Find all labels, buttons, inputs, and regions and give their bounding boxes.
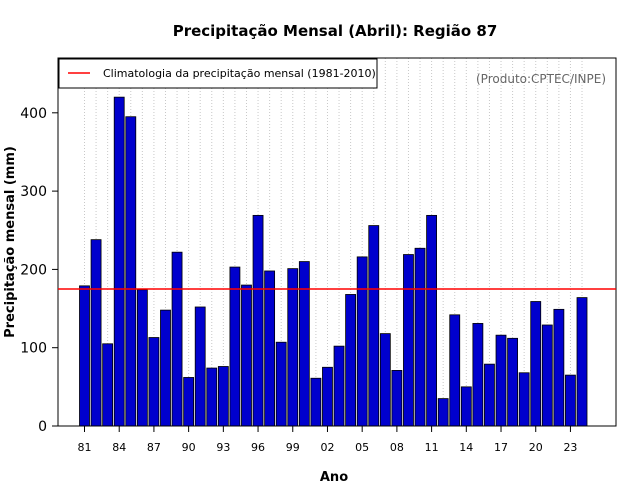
bar-2003 <box>333 345 345 427</box>
bar-2001 <box>310 377 322 427</box>
y-tick-label: 400 <box>20 106 47 122</box>
bar-1982 <box>90 239 102 427</box>
x-tick-label: 87 <box>147 441 161 454</box>
x-tick-label: 90 <box>182 441 196 454</box>
plot-frame <box>57 57 617 427</box>
bar-2012 <box>437 398 449 427</box>
bar-2005 <box>356 256 368 427</box>
bar-1988 <box>160 309 171 427</box>
bar-2023 <box>565 374 576 427</box>
bar-1998 <box>275 341 287 427</box>
x-tick-label: 08 <box>390 441 404 454</box>
bar-2020 <box>530 301 542 427</box>
bar-2018 <box>507 337 518 427</box>
legend: Climatologia da precipitação mensal (198… <box>58 58 378 89</box>
chart-title: Precipitação Mensal (Abril): Região 87 <box>173 22 498 40</box>
bar-2021 <box>541 324 553 427</box>
x-tick-label: 99 <box>286 441 300 454</box>
bar-2024 <box>576 297 588 427</box>
bar-1992 <box>206 367 218 427</box>
bar-2016 <box>484 363 495 427</box>
x-tick-label: 05 <box>355 441 369 454</box>
bar-1997 <box>264 270 276 427</box>
bar-2006 <box>368 225 380 427</box>
bar-2011 <box>426 214 438 427</box>
bar-1984 <box>113 96 125 427</box>
bar-2010 <box>414 247 426 427</box>
bar-1999 <box>287 268 299 427</box>
x-axis-title: Ano <box>320 470 348 485</box>
bar-2002 <box>322 366 333 427</box>
x-tick-label: 20 <box>529 441 543 454</box>
bar-1994 <box>229 266 241 427</box>
legend-box <box>58 58 378 89</box>
y-tick-label: 300 <box>20 184 47 200</box>
x-axis-ticks: 81 84 87 90 93 96 99 02 05 08 11 14 17 20 23 <box>78 426 577 454</box>
y-axis-ticks: 0 100 200 300 400 <box>20 106 58 435</box>
x-tick-label: 23 <box>563 441 577 454</box>
bar-2015 <box>472 323 484 427</box>
bar-2013 <box>449 314 461 427</box>
bar-2000 <box>298 261 310 427</box>
y-tick-label: 100 <box>20 341 47 357</box>
bar-2017 <box>495 334 507 427</box>
product-credit: (Produto:CPTEC/INPE) <box>476 72 606 86</box>
bar-1985 <box>125 116 137 427</box>
y-tick-label: 0 <box>38 419 47 435</box>
bar-series <box>79 96 588 427</box>
bar-2007 <box>379 333 391 427</box>
bar-1981 <box>79 285 90 427</box>
bar-1987 <box>148 337 160 427</box>
x-tick-label: 02 <box>320 441 334 454</box>
bar-1996 <box>252 214 264 427</box>
x-tick-label: 81 <box>78 441 92 454</box>
bar-1993 <box>217 366 229 427</box>
y-axis-title: Precipitação mensal (mm) <box>3 146 18 338</box>
x-tick-label: 84 <box>112 441 126 454</box>
bar-1989 <box>171 251 183 427</box>
bar-2004 <box>345 294 357 427</box>
x-tick-label: 93 <box>216 441 230 454</box>
bar-1995 <box>241 284 252 427</box>
bar-2022 <box>553 308 565 427</box>
x-tick-label: 17 <box>494 441 508 454</box>
x-tick-label: 14 <box>459 441 473 454</box>
bar-1991 <box>194 306 206 427</box>
bar-1990 <box>183 377 195 427</box>
bar-1986 <box>136 289 148 427</box>
bar-2008 <box>391 370 403 427</box>
bar-2014 <box>460 386 472 427</box>
bar-2019 <box>518 372 530 427</box>
legend-climatology-label: Climatologia da precipitação mensal (198… <box>103 67 376 80</box>
bar-1983 <box>102 343 114 427</box>
bar-2009 <box>403 254 414 427</box>
y-tick-label: 200 <box>20 262 47 278</box>
x-tick-label: 11 <box>425 441 439 454</box>
x-tick-label: 96 <box>251 441 265 454</box>
